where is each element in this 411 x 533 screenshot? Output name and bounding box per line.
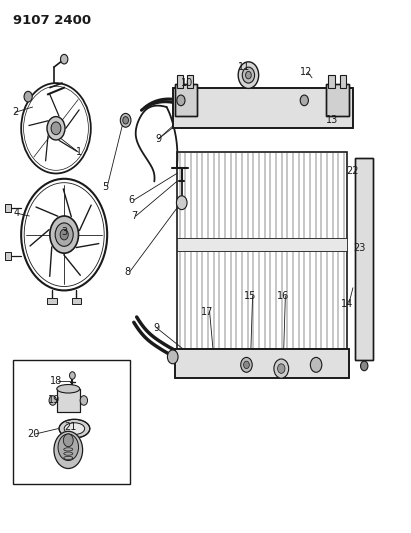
Bar bbox=[326, 84, 349, 116]
Text: 3: 3 bbox=[61, 227, 67, 237]
Text: 18: 18 bbox=[50, 376, 62, 386]
Circle shape bbox=[238, 62, 259, 88]
Text: 21: 21 bbox=[64, 422, 76, 432]
Circle shape bbox=[244, 361, 249, 368]
Ellipse shape bbox=[57, 384, 80, 393]
Bar bbox=[72, 298, 81, 304]
Bar bbox=[5, 252, 11, 260]
Bar bbox=[175, 84, 197, 116]
Text: 15: 15 bbox=[245, 290, 257, 301]
Circle shape bbox=[176, 196, 187, 209]
Bar bbox=[355, 158, 374, 360]
Text: 9: 9 bbox=[155, 134, 162, 144]
Text: 17: 17 bbox=[201, 306, 214, 317]
Circle shape bbox=[60, 229, 68, 240]
Text: 20: 20 bbox=[27, 429, 39, 439]
Ellipse shape bbox=[59, 419, 90, 438]
Text: 10: 10 bbox=[181, 78, 193, 88]
Bar bbox=[173, 88, 353, 128]
Text: 12: 12 bbox=[300, 68, 312, 77]
Text: 6: 6 bbox=[129, 195, 135, 205]
Bar bbox=[340, 75, 346, 88]
Circle shape bbox=[300, 95, 308, 106]
Bar bbox=[13, 360, 130, 484]
Circle shape bbox=[49, 395, 56, 405]
Circle shape bbox=[63, 434, 73, 447]
Circle shape bbox=[120, 114, 131, 127]
Text: 14: 14 bbox=[341, 298, 353, 309]
Bar bbox=[326, 84, 349, 116]
Bar bbox=[47, 298, 57, 304]
Bar bbox=[175, 84, 197, 116]
Circle shape bbox=[80, 395, 88, 405]
Circle shape bbox=[51, 122, 61, 135]
Circle shape bbox=[54, 431, 83, 469]
Circle shape bbox=[47, 117, 65, 140]
Circle shape bbox=[58, 434, 79, 461]
Text: 19: 19 bbox=[48, 395, 60, 406]
Bar bbox=[177, 238, 347, 251]
Text: 7: 7 bbox=[131, 211, 137, 221]
Bar bbox=[187, 75, 193, 88]
Bar bbox=[177, 75, 183, 88]
Text: 13: 13 bbox=[326, 115, 339, 125]
Bar bbox=[57, 389, 80, 412]
Circle shape bbox=[277, 364, 285, 373]
Circle shape bbox=[241, 358, 252, 372]
Circle shape bbox=[60, 54, 68, 64]
Text: 22: 22 bbox=[347, 166, 359, 176]
Circle shape bbox=[360, 361, 368, 370]
Text: 11: 11 bbox=[238, 62, 251, 72]
Bar bbox=[328, 75, 335, 88]
Text: 4: 4 bbox=[13, 208, 19, 219]
Text: 2: 2 bbox=[12, 107, 18, 117]
Circle shape bbox=[274, 359, 289, 378]
Bar bbox=[177, 152, 347, 349]
Circle shape bbox=[55, 223, 73, 246]
Text: 5: 5 bbox=[102, 182, 108, 192]
Circle shape bbox=[310, 358, 322, 372]
Bar bbox=[355, 158, 374, 360]
Bar bbox=[175, 349, 349, 378]
Text: 9: 9 bbox=[153, 322, 159, 333]
Bar bbox=[175, 349, 349, 378]
Ellipse shape bbox=[64, 423, 85, 434]
Circle shape bbox=[123, 117, 129, 124]
Text: 23: 23 bbox=[353, 243, 365, 253]
Circle shape bbox=[242, 67, 254, 83]
Circle shape bbox=[50, 216, 79, 253]
Text: 8: 8 bbox=[125, 267, 131, 277]
Circle shape bbox=[177, 95, 185, 106]
Text: 1: 1 bbox=[76, 147, 81, 157]
Bar bbox=[5, 204, 11, 212]
Bar bbox=[57, 389, 80, 412]
Text: 9107 2400: 9107 2400 bbox=[13, 14, 91, 27]
Circle shape bbox=[167, 350, 178, 364]
Text: 16: 16 bbox=[277, 290, 289, 301]
Bar bbox=[173, 88, 353, 128]
Circle shape bbox=[245, 71, 251, 79]
Circle shape bbox=[69, 372, 75, 379]
Circle shape bbox=[24, 91, 32, 102]
